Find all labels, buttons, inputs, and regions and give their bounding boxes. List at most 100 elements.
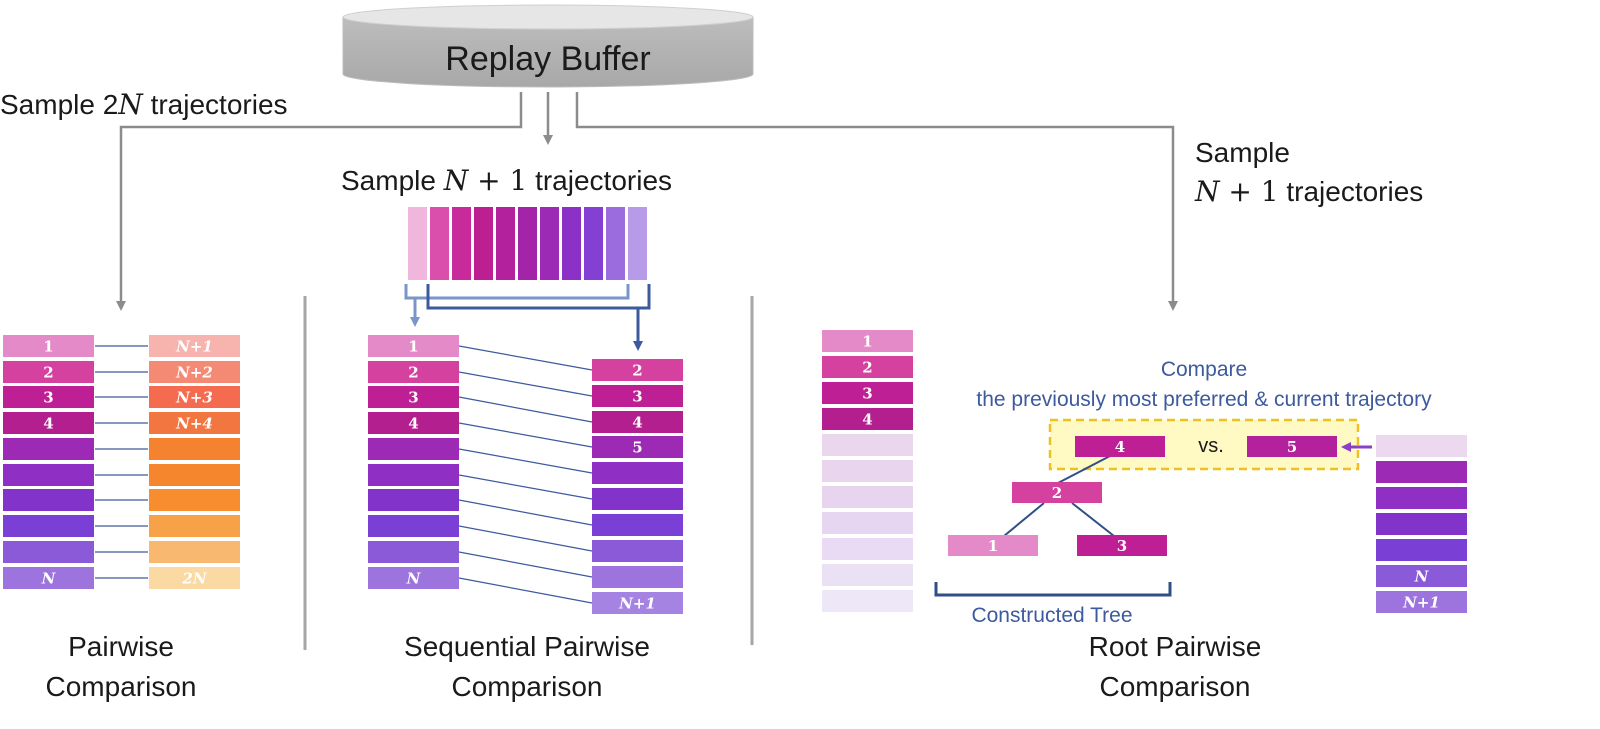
tree-node: 2 xyxy=(1012,482,1102,503)
pairwise-right-trajectory-label: N+1 xyxy=(175,338,213,356)
root-left-trajectory xyxy=(822,434,913,456)
root-left-trajectory-bar xyxy=(822,408,913,430)
sequential-left-trajectory-bar xyxy=(368,335,459,357)
pairwise-left-trajectory xyxy=(3,489,94,511)
pairwise-title-line2: Comparison xyxy=(46,671,197,702)
pairwise-left-trajectory-label: 2 xyxy=(43,364,53,382)
compare-left-trajectory: 4 xyxy=(1075,436,1165,457)
pairwise-left-trajectory xyxy=(3,438,94,460)
pairwise-right-trajectory-label: N+4 xyxy=(175,415,213,433)
pairwise-left-trajectory-bar xyxy=(3,335,94,357)
sequential-left-trajectory: N xyxy=(368,567,459,589)
pairwise-left-trajectory: 4 xyxy=(3,412,94,434)
pairwise-left-trajectory-label: 1 xyxy=(43,338,53,356)
pairwise-right-trajectory-label: 2N xyxy=(181,570,207,588)
strip-trajectory xyxy=(408,207,427,280)
pairwise-left-trajectory-bar xyxy=(3,515,94,537)
tree-node-label: 2 xyxy=(1052,484,1062,502)
tree-node: 1 xyxy=(948,535,1038,556)
pairwise-right-trajectory-bar xyxy=(149,464,240,486)
sequential-right-trajectory xyxy=(592,488,683,510)
constructed-tree-bracket xyxy=(934,582,1172,597)
root-right-trajectory xyxy=(1376,435,1467,457)
pairwise-title-line1: Pairwise xyxy=(68,631,174,662)
pairwise-left-trajectory xyxy=(3,464,94,486)
pairwise-right-trajectory-bar xyxy=(149,541,240,563)
sequential-title-line2: Comparison xyxy=(452,671,603,702)
sequential-right-trajectory-bar xyxy=(592,488,683,510)
root-left-trajectory-bar xyxy=(822,538,913,560)
sequential-left-trajectory-bar xyxy=(368,361,459,383)
strip-trajectory xyxy=(606,207,625,280)
root-right-trajectory-bar xyxy=(1376,539,1467,561)
root-title-line1: Root Pairwise xyxy=(1089,631,1262,662)
sampling-arrows xyxy=(116,92,1178,311)
root-right-trajectory-label: N+1 xyxy=(1402,594,1440,612)
root-left-trajectory-bar xyxy=(822,486,913,508)
root-right-trajectory xyxy=(1376,539,1467,561)
root-left-trajectory-label: 2 xyxy=(862,359,872,377)
sample-label-right-line2: N + 1 trajectories xyxy=(1194,175,1423,208)
sample-2n-label: Sample 2N trajectories xyxy=(0,88,288,121)
sequential-right-trajectory-bar xyxy=(592,436,683,458)
sequential-left-trajectory-label: 3 xyxy=(408,389,418,407)
strip-bracket-arrows xyxy=(404,284,651,351)
sequential-right-trajectory xyxy=(592,514,683,536)
root-left-trajectory: 1 xyxy=(822,330,913,352)
root-left-trajectory: 4 xyxy=(822,408,913,430)
sequential-left-trajectory: 4 xyxy=(368,412,459,434)
root-left-trajectory-bar xyxy=(822,330,913,352)
sequential-right-trajectory xyxy=(592,462,683,484)
sequential-right-trajectory: 4 xyxy=(592,411,683,433)
pairwise-left-trajectory-bar xyxy=(3,361,94,383)
pairwise-right-trajectory xyxy=(149,489,240,511)
tree-node-bar xyxy=(948,535,1038,556)
pairwise-right-trajectory-label: N+2 xyxy=(175,364,213,382)
pairwise-left-trajectory: 3 xyxy=(3,386,94,408)
root-left-trajectory xyxy=(822,564,913,586)
root-left-trajectory-bar xyxy=(822,382,913,404)
sequential-right-trajectory-bar xyxy=(592,385,683,407)
replay-buffer-label: Replay Buffer xyxy=(445,40,650,78)
tree-node-bar xyxy=(1012,482,1102,503)
strip-trajectory xyxy=(496,207,515,280)
sequential-left-trajectory xyxy=(368,438,459,460)
sequential-link xyxy=(458,551,593,578)
trajectory-stacks: 1 N+1 2 N+2 3 N+3 4 N+4 N 2N 1 2 3 4 N 2 3 4 5 N+1 1 2 3 4 N N+1 xyxy=(3,330,1467,614)
pairwise-right-trajectory xyxy=(149,464,240,486)
sequential-left-trajectory xyxy=(368,464,459,486)
pairwise-left-trajectory-bar xyxy=(3,386,94,408)
compare-right-trajectory-label: 5 xyxy=(1287,438,1297,456)
root-right-trajectory xyxy=(1376,513,1467,535)
tree-edges xyxy=(1003,455,1115,537)
sequential-right-trajectory: 2 xyxy=(592,359,683,381)
root-left-trajectory xyxy=(822,512,913,534)
strip-trajectory xyxy=(452,207,471,280)
pairwise-left-trajectory-bar xyxy=(3,489,94,511)
sequential-right-trajectory-bar xyxy=(592,411,683,433)
root-right-trajectory-label: N xyxy=(1414,568,1430,586)
sequential-right-trajectory-bar xyxy=(592,514,683,536)
sequential-left-trajectory xyxy=(368,489,459,511)
pairwise-left-trajectory: 1 xyxy=(3,335,94,357)
sequential-right-trajectory-bar xyxy=(592,540,683,562)
sequential-left-trajectory: 3 xyxy=(368,386,459,408)
strip-trajectory xyxy=(540,207,559,280)
pairwise-left-trajectory: 2 xyxy=(3,361,94,383)
pairwise-left-trajectory-bar xyxy=(3,438,94,460)
sample-n1-label-middle: Sample N + 1 trajectories xyxy=(341,164,672,197)
root-left-trajectory-bar xyxy=(822,356,913,378)
pairwise-left-trajectory: N xyxy=(3,567,94,589)
root-left-trajectory: 2 xyxy=(822,356,913,378)
sequential-right-trajectory-label: 5 xyxy=(632,439,642,457)
sequential-link xyxy=(458,371,593,397)
root-left-trajectory-label: 4 xyxy=(862,411,872,429)
pairwise-right-trajectory: N+3 xyxy=(149,386,240,408)
root-left-trajectory-bar xyxy=(822,460,913,482)
pairwise-left-trajectory-bar xyxy=(3,464,94,486)
sequential-right-trajectory-label: 2 xyxy=(632,362,642,380)
sequential-left-trajectory-bar xyxy=(368,567,459,589)
sequential-right-trajectory-bar xyxy=(592,592,683,614)
sequential-link xyxy=(458,499,593,526)
